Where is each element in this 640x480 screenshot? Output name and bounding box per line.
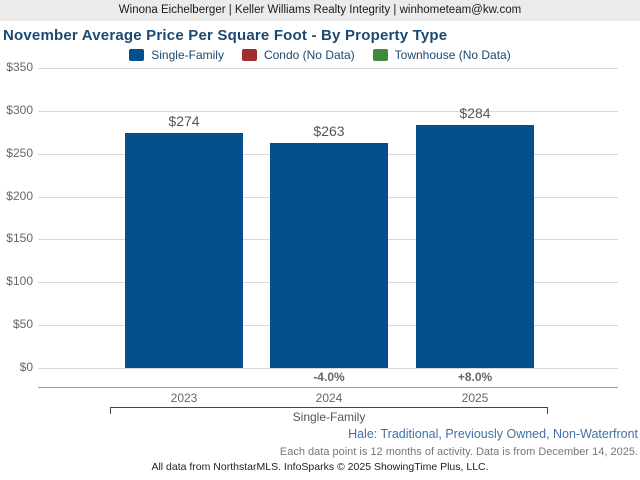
y-gridline	[38, 368, 618, 369]
y-axis-tick-label: $0	[19, 360, 33, 374]
single-family-bar-2024[interactable]	[270, 143, 388, 368]
agent-header-bar: Winona Eichelberger | Keller Williams Re…	[0, 0, 640, 21]
bar-value-label: $284	[459, 105, 491, 121]
copyright-attribution: All data from NorthstarMLS. InfoSparks ©…	[151, 461, 489, 473]
townhouse-swatch-icon	[372, 49, 388, 61]
x-axis-year-label: 2025	[461, 391, 489, 405]
single-family-swatch-icon	[129, 49, 145, 61]
bar-value-label: $263	[313, 123, 345, 139]
data-period-note: Each data point is 12 months of activity…	[279, 446, 638, 458]
y-axis-tick-label: $150	[6, 231, 33, 245]
y-axis-tick-label: $250	[6, 146, 33, 160]
x-axis-line	[38, 387, 618, 388]
pct-change-label: -4.0%	[313, 370, 345, 384]
legend-label: Townhouse (No Data)	[394, 48, 511, 62]
category-group-bracket	[110, 407, 548, 414]
category-group-label: Single-Family	[292, 410, 366, 424]
y-axis-tick-label: $100	[6, 274, 33, 288]
y-axis-tick-label: $350	[6, 60, 33, 74]
bar-value-label: $274	[168, 113, 200, 129]
pct-change-label: +8.0%	[457, 370, 493, 384]
chart-legend: Single-Family Condo (No Data) Townhouse …	[0, 47, 640, 63]
y-gridline	[38, 68, 618, 69]
y-axis-tick-label: $200	[6, 189, 33, 203]
agent-header-text: Winona Eichelberger | Keller Williams Re…	[118, 4, 522, 16]
x-axis-year-label: 2023	[170, 391, 198, 405]
legend-item-single-family[interactable]: Single-Family	[129, 48, 224, 62]
y-gridline	[38, 111, 618, 112]
chart-title: November Average Price Per Square Foot -…	[3, 27, 448, 44]
legend-item-townhouse[interactable]: Townhouse (No Data)	[372, 48, 511, 62]
legend-label: Condo (No Data)	[263, 48, 355, 62]
filter-summary-text: Hale: Traditional, Previously Owned, Non…	[348, 427, 638, 441]
y-axis-tick-label: $50	[12, 317, 33, 331]
legend-label: Single-Family	[151, 48, 224, 62]
single-family-bar-2025[interactable]	[416, 125, 534, 368]
single-family-bar-2023[interactable]	[125, 133, 243, 368]
x-axis-year-label: 2024	[315, 391, 343, 405]
condo-swatch-icon	[241, 49, 257, 61]
y-axis-tick-label: $300	[6, 103, 33, 117]
legend-item-condo[interactable]: Condo (No Data)	[241, 48, 355, 62]
